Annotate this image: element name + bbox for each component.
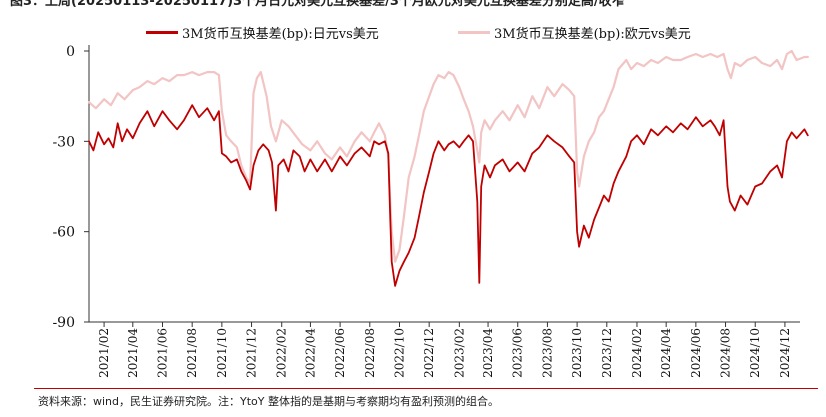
source-note: 资料来源：wind，民生证券研究院。注：YtoY 整体指的是基期与考察期均有盈利… [38,395,499,408]
x-tick-label: 2023/10 [570,328,584,378]
legend-swatch-jpy [146,31,178,34]
x-tick-label: 2022/02 [275,328,289,378]
x-tick-label: 2024/10 [748,328,762,378]
legend-label-eur: 3M货币互换基差(bp):欧元vs美元 [494,27,691,42]
legend-item-jpy: 3M货币互换基差(bp):日元vs美元 [146,23,379,42]
x-tick-label: 2021/06 [155,328,169,378]
x-tick-label: 2022/08 [363,328,377,378]
y-axis-ticks: 0 -30 -60 -90 [52,44,89,331]
x-tick-label: 2024/08 [719,328,733,378]
x-tick-label: 2024/12 [778,328,792,378]
y-tick-label: -60 [52,225,75,241]
series-line-eur-usd [87,49,809,263]
basis-line-chart: 0-30-60-90 2021/02 2021/04 2021/06 2021/08 2… [52,44,809,378]
x-tick-label: 2024/04 [659,328,673,378]
x-tick-label: 2023/02 [452,328,466,378]
x-tick-label: 2021/02 [97,328,111,378]
series-lines [87,49,809,287]
x-tick-label: 2024/02 [630,328,644,378]
figure-title: 图3：上周(20250113-20250117)3个月日元对美元互换基差/3个月… [10,0,625,9]
footer-divider [34,388,818,389]
x-tick-label: 2021/12 [245,328,259,378]
x-tick-label: 2021/10 [215,328,229,378]
legend-label-jpy: 3M货币互换基差(bp):日元vs美元 [182,27,379,42]
chart-axes [88,45,800,323]
x-tick-label: 2023/04 [481,328,495,378]
x-tick-label: 2023/06 [511,328,525,378]
legend-item-eur: 3M货币互换基差(bp):欧元vs美元 [458,23,691,42]
x-tick-label: 2022/04 [303,328,317,378]
series-line-jpy-usd [88,104,809,287]
y-tick-label: -90 [52,315,75,331]
y-tick-label: -30 [52,134,75,150]
x-tick-label: 2022/06 [333,328,347,378]
x-tick-label: 2023/08 [540,328,554,378]
x-tick-label: 2022/12 [422,328,436,378]
legend-swatch-eur [458,31,490,34]
x-tick-label: 2023/12 [600,328,614,378]
x-tick-label: 2021/08 [185,328,199,378]
x-tick-label: 2022/10 [392,328,406,378]
x-axis-ticks: 2021/02 2021/04 2021/06 2021/08 2021/10 2021/… [97,322,792,378]
x-tick-label: 2021/04 [126,328,140,378]
x-tick-label: 2024/06 [689,328,703,378]
y-tick-label: 0 [66,44,75,60]
